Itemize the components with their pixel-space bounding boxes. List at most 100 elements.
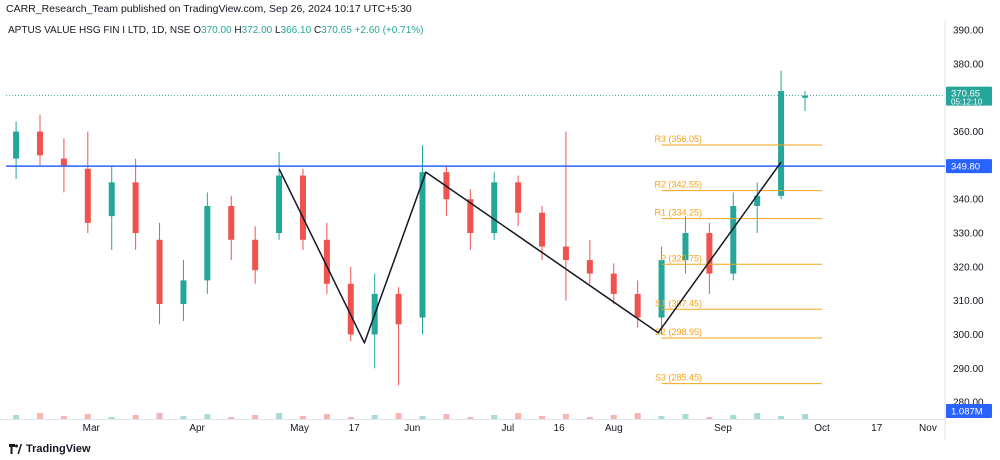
candle-body <box>60 158 67 166</box>
candle-body <box>347 283 354 335</box>
volume-bar <box>682 414 689 419</box>
x-tick-label: Sep <box>714 423 732 434</box>
y-tick-label: 380.00 <box>953 59 984 70</box>
candle-body <box>108 182 115 217</box>
pivot-level-label: R2 (342.55) <box>654 180 702 190</box>
candle-body <box>634 293 641 318</box>
volume-bar <box>419 416 426 419</box>
low-value: 366.10 <box>281 25 314 36</box>
x-tick-label: 17 <box>871 423 883 434</box>
change-value: +2.60 (+0.71%) <box>355 25 424 36</box>
candle-body <box>37 131 43 156</box>
pivot-level-label: S3 (285.45) <box>655 373 702 383</box>
candle-body <box>658 260 665 318</box>
y-tick-label: 390.00 <box>953 26 984 37</box>
candle-body <box>515 182 522 213</box>
pivot-level-label: P (320.75) <box>660 253 702 263</box>
volume-bar <box>84 414 91 419</box>
tradingview-footer[interactable]: TradingView <box>8 441 91 457</box>
low-label: L <box>275 25 281 36</box>
candle-body <box>276 175 283 234</box>
candle-body <box>132 182 139 234</box>
y-tick-label: 290.00 <box>953 364 984 375</box>
published-banner: CARR_Research_Team published on TradingV… <box>6 3 412 17</box>
plot-area <box>6 20 945 419</box>
countdown-label: 05:12:10 <box>951 98 983 107</box>
pivot-level-label: R3 (356.05) <box>654 134 702 144</box>
volume-bar <box>539 416 546 419</box>
tradingview-logo-icon <box>9 444 22 454</box>
y-tick-label: 340.00 <box>953 195 984 206</box>
symbol-name: APTUS VALUE HSG FIN I LTD, 1D, NSE <box>8 25 193 36</box>
candle-body <box>706 233 713 274</box>
y-tick-label: 300.00 <box>953 330 984 341</box>
candle-body <box>539 212 546 247</box>
volume-bar <box>108 417 115 419</box>
candle-body <box>730 205 737 274</box>
candle-body <box>180 280 187 305</box>
volume-bar <box>299 416 306 419</box>
last-price-label: 370.65 <box>951 89 980 100</box>
pivot-level-label: R1 (334.25) <box>654 208 702 218</box>
pivot-level-label: S2 (298.95) <box>655 327 702 337</box>
volume-bar <box>276 413 283 419</box>
candle-body <box>467 199 474 234</box>
candle-body <box>802 95 808 98</box>
resistance-price-label: 349.80 <box>951 162 980 173</box>
candle-body <box>228 205 235 240</box>
candle-body <box>586 260 593 274</box>
y-tick-label: 330.00 <box>953 229 984 240</box>
last-price-badge <box>946 86 992 106</box>
volume-bar <box>467 417 474 419</box>
volume-bar <box>610 415 617 419</box>
symbol-ohlc-line: APTUS VALUE HSG FIN I LTD, 1D, NSE O370.… <box>8 25 423 36</box>
x-tick-label: Apr <box>189 423 205 434</box>
volume-bar <box>515 413 522 419</box>
candle-body <box>13 131 20 159</box>
x-tick-label: Nov <box>919 423 937 434</box>
x-tick-label: Aug <box>605 423 623 434</box>
price-chart[interactable]: 390.00380.00370.00360.00350.00340.00330.… <box>0 0 1000 440</box>
volume-bar <box>491 415 498 419</box>
x-tick-label: May <box>290 423 309 434</box>
volume-bar <box>180 416 187 419</box>
candle-body <box>156 239 163 305</box>
volume-bar <box>658 416 665 419</box>
volume-bar <box>706 417 713 419</box>
candle-body <box>252 239 259 271</box>
volume-bar <box>228 417 235 419</box>
resistance-badge <box>946 159 992 174</box>
candle-body <box>299 175 306 240</box>
close-label: C <box>314 25 321 36</box>
candle-body <box>682 233 689 261</box>
x-tick-label: 17 <box>349 423 361 434</box>
high-label: H <box>234 25 241 36</box>
volume-bar <box>754 413 761 419</box>
high-value: 372.00 <box>242 25 275 36</box>
candle-body <box>778 91 785 196</box>
x-tick-label: Jun <box>404 423 420 434</box>
x-tick-label: Jul <box>501 423 514 434</box>
tradingview-brand: TradingView <box>26 443 91 455</box>
volume-bar <box>730 415 737 419</box>
x-tick-label: Oct <box>814 423 830 434</box>
volume-bar <box>778 416 785 419</box>
x-tick-label: 16 <box>554 423 566 434</box>
volume-bar <box>156 413 163 419</box>
x-tick-label: Mar <box>83 423 101 434</box>
volume-bar <box>395 413 402 419</box>
volume-bar <box>252 415 259 419</box>
y-tick-label: 310.00 <box>953 296 984 307</box>
volume-bar <box>323 414 330 419</box>
pattern-trendline <box>278 161 782 344</box>
volume-bar <box>586 417 593 419</box>
candle-body <box>610 273 617 294</box>
candle-body <box>395 293 402 325</box>
close-value: 370.65 <box>321 25 354 36</box>
volume-bar <box>443 414 450 419</box>
candle-body <box>562 246 569 261</box>
volume-bar <box>371 415 378 419</box>
volume-bar <box>634 413 641 419</box>
volume-bar <box>60 416 67 419</box>
volume-bar <box>37 413 43 419</box>
